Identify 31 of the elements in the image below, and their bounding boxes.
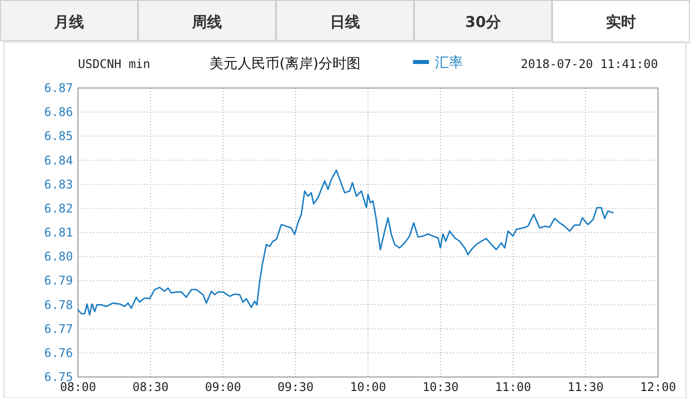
x-tick-label: 09:30 [277, 380, 314, 394]
text: 2018-07-20 11:41:00 [520, 57, 658, 71]
x-tick-label: 11:30 [567, 380, 604, 394]
text: 日线 [330, 13, 360, 31]
x-tick-label: 09:00 [204, 380, 242, 394]
x-tick-label: 08:00 [60, 380, 96, 394]
y-tick-label: 6.81 [44, 226, 73, 240]
y-tick-label: 6.85 [44, 129, 73, 144]
text: 实时 [606, 13, 636, 31]
x-tick-label: 10:30 [422, 380, 459, 394]
y-tick-label: 6.79 [44, 274, 73, 288]
y-tick-label: 6.82 [44, 201, 73, 216]
x-tick-label: 10:00 [350, 380, 386, 394]
x-tick-label: 08:30 [132, 380, 169, 394]
y-tick-label: 6.78 [44, 298, 73, 312]
y-tick-label: 6.83 [44, 177, 73, 192]
y-tick-label: 6.76 [44, 346, 73, 360]
line-series [77, 170, 614, 316]
chart-title: 美元人民币(离岸)分时图 [210, 56, 360, 72]
y-tick-label: 6.87 [44, 81, 73, 95]
legend-label: 汇率 [435, 55, 463, 71]
text: 周线 [191, 13, 222, 31]
y-tick-label: 6.80 [44, 250, 73, 264]
text: 月线 [53, 13, 84, 31]
y-tick-label: 6.86 [44, 105, 73, 120]
x-tick-label: 11:00 [494, 380, 532, 394]
chart-subtitle: USDCNH min [78, 57, 150, 71]
x-tick-label: 12:00 [640, 380, 676, 394]
y-tick-label: 6.77 [44, 322, 73, 336]
y-tick-label: 6.84 [44, 153, 73, 168]
text: 30分 [465, 13, 502, 31]
